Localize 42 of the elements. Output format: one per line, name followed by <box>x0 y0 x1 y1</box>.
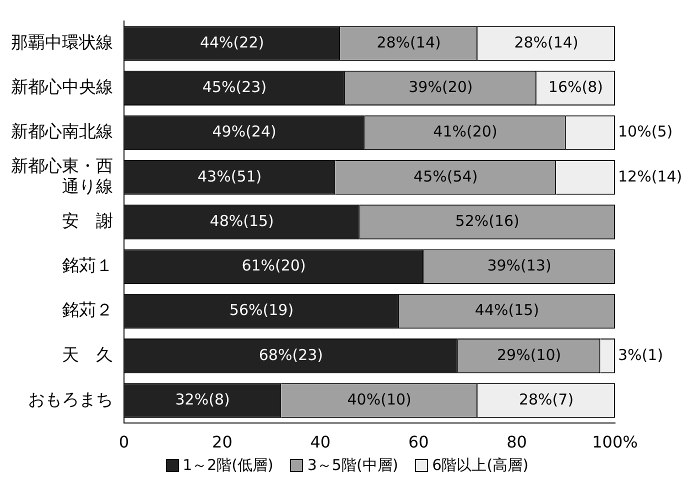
x-tick-label: 20 <box>212 432 232 452</box>
data-label: 44%(15) <box>474 301 540 320</box>
data-label: 3%(1) <box>618 346 664 364</box>
data-label: 49%(24) <box>212 122 276 141</box>
data-label: 16%(8) <box>548 78 604 96</box>
y-tick-label: 銘苅２ <box>62 300 113 321</box>
legend-label: 3～5階(中層) <box>307 456 398 475</box>
data-label: 12%(14) <box>618 167 682 186</box>
data-label: 28%(14) <box>514 33 578 52</box>
data-label: 10%(5) <box>618 122 673 141</box>
data-label: 48%(15) <box>210 212 274 230</box>
y-tick-label: 安 謝 <box>62 211 113 232</box>
y-tick-label: 那覇中環状線 <box>11 32 113 53</box>
data-label: 52%(16) <box>455 212 520 230</box>
data-label: 40%(10) <box>347 390 412 408</box>
x-tick-label: 80 <box>506 432 527 452</box>
x-tick-label: 100% <box>592 432 638 452</box>
x-tick-label: 0 <box>118 432 130 452</box>
y-tick-label: 新都心東・西通り線 <box>11 156 113 197</box>
data-label: 44%(22) <box>200 33 264 52</box>
x-tick-label: 40 <box>310 432 331 452</box>
y-tick-label: おもろまち <box>28 390 113 410</box>
data-label: 68%(23) <box>258 346 324 364</box>
data-label: 28%(7) <box>518 390 574 408</box>
legend-label: 6階以上(高層) <box>432 456 528 475</box>
data-label: 39%(20) <box>408 78 473 96</box>
legend-label: 1～2階(低層) <box>182 456 274 475</box>
y-tick-label: 天 久 <box>62 345 113 366</box>
data-label: 32%(8) <box>175 390 230 408</box>
data-label: 45%(23) <box>202 78 267 96</box>
data-label: 45%(54) <box>414 167 478 186</box>
data-label: 29%(10) <box>497 346 562 364</box>
data-label: 39%(13) <box>487 256 552 275</box>
data-label: 56%(19) <box>229 301 294 320</box>
data-label: 43%(51) <box>197 167 262 186</box>
y-tick-label: 銘苅１ <box>62 256 113 276</box>
y-tick-label: 新都心南北線 <box>11 122 113 142</box>
data-label: 28%(14) <box>376 33 441 52</box>
data-label: 41%(20) <box>433 122 498 141</box>
data-label: 61%(20) <box>242 256 306 275</box>
x-tick-label: 60 <box>408 432 429 452</box>
y-tick-label: 新都心中央線 <box>11 78 113 98</box>
